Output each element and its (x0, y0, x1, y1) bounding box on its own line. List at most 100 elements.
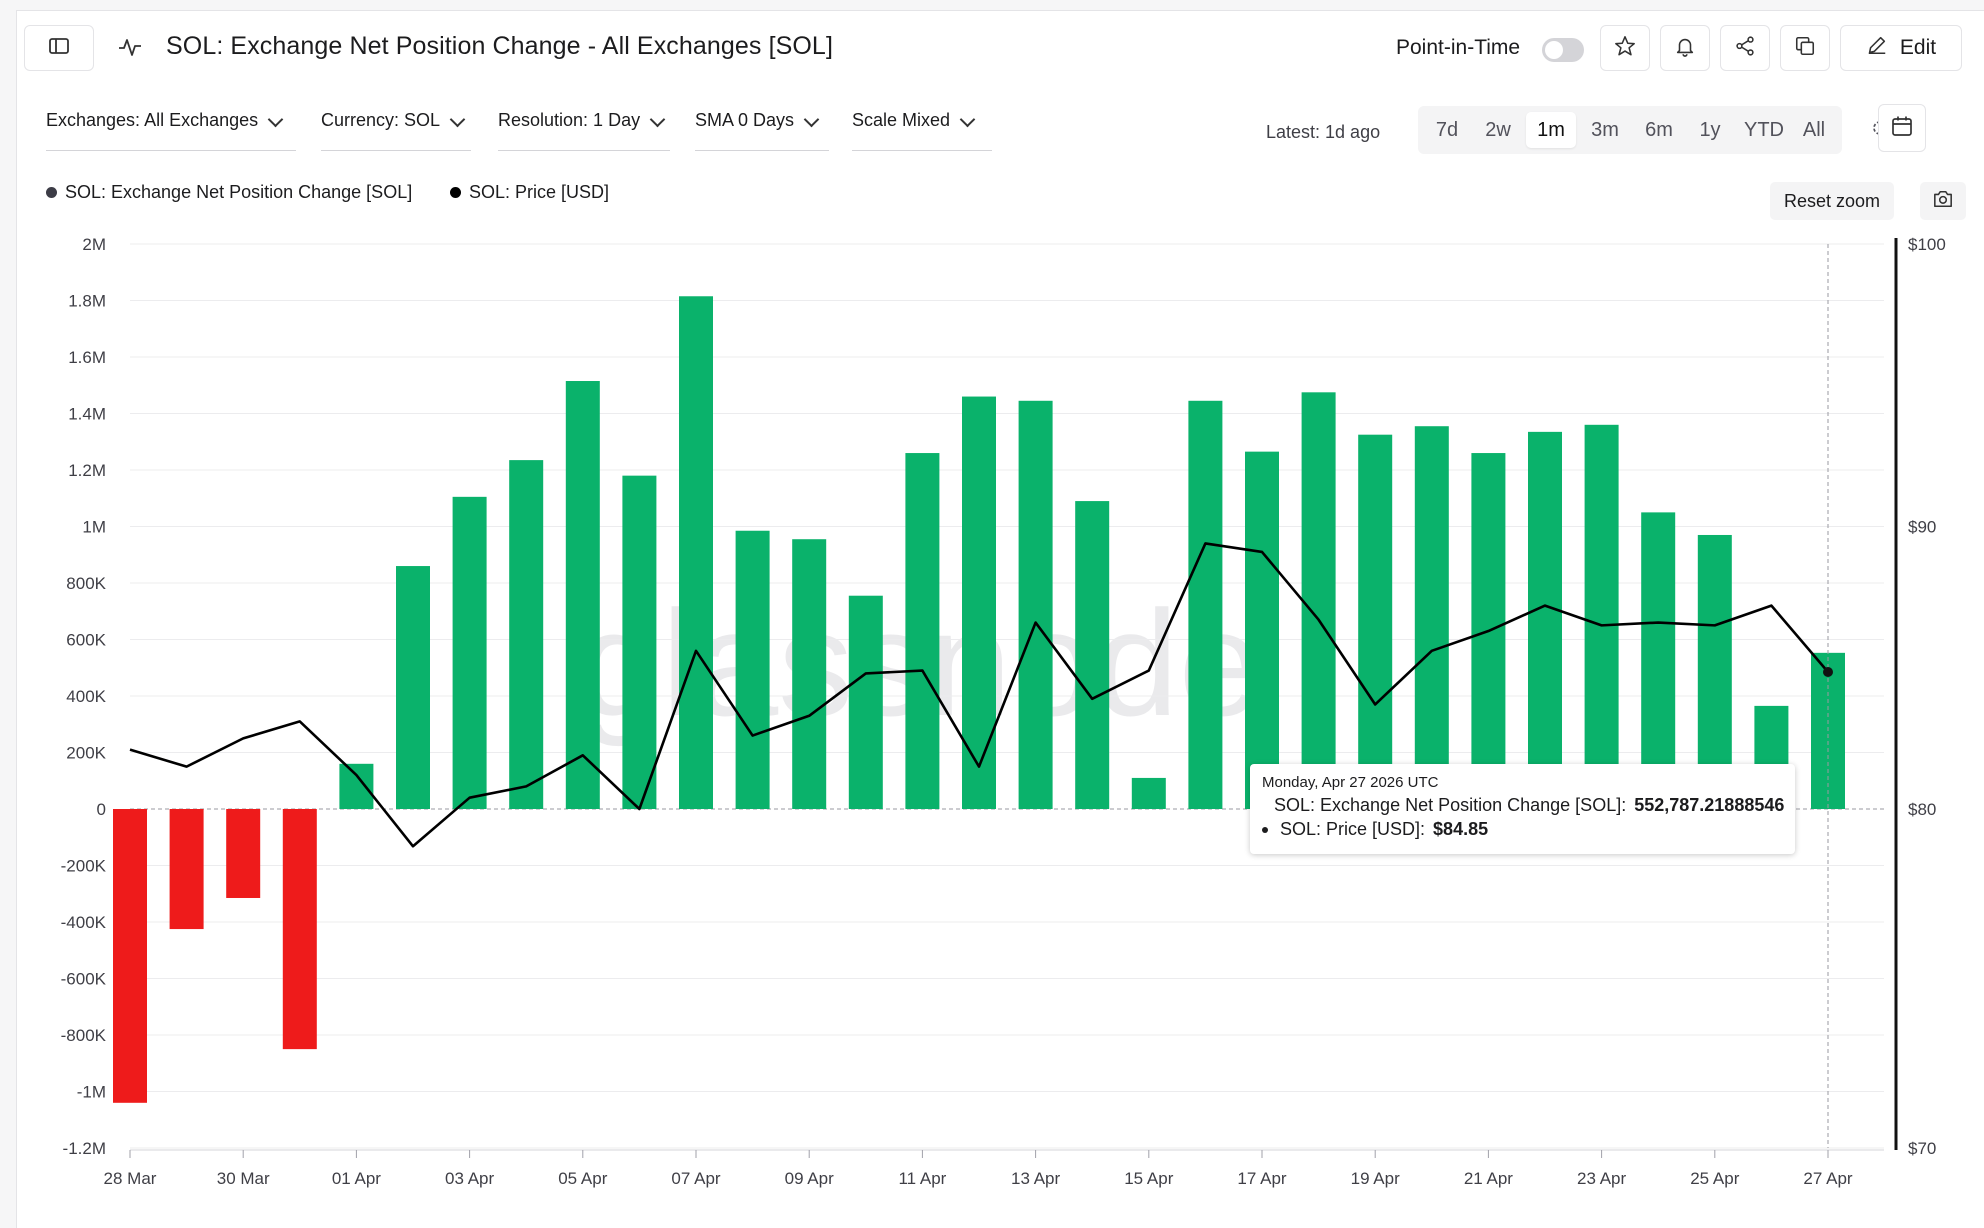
bar (1131, 777, 1166, 809)
bar (226, 809, 261, 898)
bar (452, 496, 487, 809)
date-picker-button[interactable] (1878, 104, 1926, 152)
left-axis-tick-label: 2M (82, 235, 106, 254)
x-axis-tick-label: 13 Apr (1011, 1169, 1060, 1188)
tooltip-row-net-position: SOL: Exchange Net Position Change [SOL]:… (1262, 795, 1785, 816)
right-axis-tick-label: $100 (1908, 235, 1946, 254)
x-axis-tick-label: 01 Apr (332, 1169, 381, 1188)
reset-zoom-button[interactable]: Reset zoom (1770, 182, 1894, 220)
duplicate-button[interactable] (1780, 25, 1830, 71)
range-ytd[interactable]: YTD (1744, 119, 1784, 141)
legend-label: SOL: Exchange Net Position Change [SOL] (65, 182, 413, 202)
x-axis-tick-label: 07 Apr (671, 1169, 720, 1188)
share-button[interactable] (1720, 25, 1770, 71)
sma-filter-label: SMA 0 Days (695, 110, 795, 130)
left-axis-tick-label: -1.2M (63, 1139, 106, 1158)
resolution-filter[interactable]: Resolution: 1 Day (498, 110, 670, 151)
exchanges-filter-label: Exchanges: All Exchanges (46, 110, 259, 130)
legend-item-net-position-change[interactable]: SOL: Exchange Net Position Change [SOL] (46, 182, 412, 203)
tooltip-label: SOL: Price [USD]: (1280, 819, 1426, 839)
left-axis-tick-label: 800K (66, 574, 106, 593)
edit-button-label: Edit (1899, 36, 1937, 59)
star-icon (1614, 35, 1636, 62)
bar (396, 566, 430, 809)
left-axis-tick-label: 1M (82, 518, 106, 537)
range-2w[interactable]: 2w (1485, 119, 1511, 141)
bar (282, 809, 317, 1050)
currency-filter[interactable]: Currency: SOL (321, 110, 471, 151)
alert-button[interactable] (1660, 25, 1710, 71)
range-3m[interactable]: 3m (1591, 119, 1619, 141)
left-axis-tick-label: 1.4M (68, 405, 106, 424)
right-axis-tick-label: $70 (1908, 1139, 1936, 1158)
sidebar-icon (49, 37, 69, 59)
bar (1697, 534, 1732, 809)
legend-item-price[interactable]: SOL: Price [USD] (450, 182, 609, 203)
bar (735, 530, 770, 809)
x-axis-tick-label: 28 Mar (104, 1169, 157, 1188)
resolution-filter-label: Resolution: 1 Day (498, 110, 641, 130)
camera-icon (1932, 189, 1954, 214)
scale-filter-label: Scale Mixed (852, 110, 951, 130)
x-axis-tick-label: 17 Apr (1237, 1169, 1286, 1188)
point-in-time-toggle[interactable] (1542, 38, 1584, 62)
currency-filter-label: Currency: SOL (321, 110, 441, 130)
x-axis-tick-label: 23 Apr (1577, 1169, 1626, 1188)
range-1m[interactable]: 1m (1526, 112, 1576, 148)
tooltip-row-price: SOL: Price [USD]: $84.85 (1262, 819, 1783, 840)
latest-update-label: Latest: 1d ago (1266, 122, 1381, 142)
bar (1641, 512, 1676, 809)
x-axis-tick-label: 11 Apr (898, 1169, 946, 1188)
tooltip-bullet (1262, 826, 1268, 833)
share-icon (1734, 35, 1756, 62)
edit-button[interactable]: Edit (1840, 25, 1962, 71)
bar (1584, 424, 1619, 809)
sma-filter[interactable]: SMA 0 Days (695, 110, 829, 151)
tooltip-date: Monday, Apr 27 2026 UTC (1262, 774, 1439, 791)
bar (792, 539, 827, 809)
x-axis-tick-label: 15 Apr (1124, 1169, 1173, 1188)
x-axis-tick-label: 05 Apr (558, 1169, 607, 1188)
range-7d[interactable]: 7d (1435, 119, 1459, 141)
left-axis-tick-label: 0 (97, 800, 106, 819)
range-1y[interactable]: 1y (1699, 119, 1721, 141)
bar (1075, 501, 1110, 809)
tooltip-value: 552,787.21888546 (1634, 795, 1785, 815)
x-axis-tick-label: 09 Apr (785, 1169, 834, 1188)
tooltip-value: $84.85 (1433, 819, 1489, 839)
metric-line-icon (118, 36, 142, 63)
bar (509, 460, 544, 809)
left-axis-tick-label: 1.8M (68, 292, 106, 311)
x-axis-tick-label: 30 Mar (217, 1169, 270, 1188)
left-axis-tick-label: -800K (61, 1026, 107, 1045)
bar (1358, 434, 1393, 809)
right-axis-tick-label: $90 (1908, 518, 1936, 537)
legend-label: SOL: Price [USD] (469, 182, 610, 202)
sidebar-toggle-button[interactable] (24, 25, 94, 71)
x-axis-tick-label: 25 Apr (1690, 1169, 1739, 1188)
legend-dot (46, 187, 57, 198)
exchanges-filter[interactable]: Exchanges: All Exchanges (46, 110, 296, 151)
left-axis-tick-label: 600K (66, 631, 106, 650)
left-axis-tick-label: -200K (61, 857, 107, 876)
screenshot-button[interactable] (1920, 182, 1966, 220)
copy-icon (1794, 35, 1816, 62)
price-line (129, 542, 1829, 848)
scale-filter[interactable]: Scale Mixed (852, 110, 992, 151)
bar (1528, 431, 1562, 809)
point-in-time-label: Point-in-Time (1396, 36, 1521, 59)
bar (1301, 392, 1336, 809)
favorite-button[interactable] (1600, 25, 1650, 71)
bar (679, 296, 713, 809)
right-axis-tick-label: $80 (1908, 800, 1936, 819)
range-all[interactable]: All (1802, 119, 1826, 141)
bar (905, 453, 940, 809)
x-axis-tick-label: 27 Apr (1803, 1169, 1852, 1188)
bar (113, 809, 147, 1103)
bar (169, 809, 204, 930)
bar (565, 381, 600, 809)
bar (1188, 400, 1223, 809)
tooltip: Monday, Apr 27 2026 UTC SOL: Exchange Ne… (1250, 764, 1795, 854)
range-6m[interactable]: 6m (1645, 119, 1673, 141)
